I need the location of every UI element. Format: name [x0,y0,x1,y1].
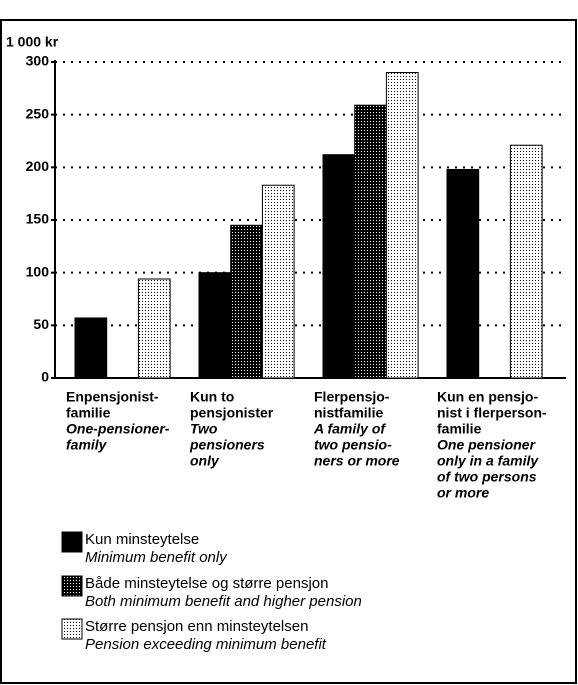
legend-label-en: Pension exceeding minimum benefit [85,636,327,653]
x-tick-label-en: One-pensioner- [66,421,170,437]
y-tick-label: 300 [26,53,50,69]
y-tick-label: 50 [33,316,49,332]
x-tick-label-en: Two [190,421,218,437]
x-tick-label: familie [437,421,482,437]
bar [74,317,108,379]
x-tick-label: Enpensjonist- [66,389,159,405]
bar [509,144,543,379]
x-tick-label-en: A family of [313,421,386,437]
y-tick-label: 200 [26,158,50,174]
x-tick-label-en: only in a family [437,453,539,469]
x-tick-label-en: two pensio- [314,437,392,453]
x-tick-label-en: ners or more [314,453,400,469]
x-tick-label: Kun en pensjo- [437,389,538,405]
y-axis-label: 1 000 kr [6,34,59,50]
legend-label: Større pensjon enn minsteytelsen [85,618,308,635]
bar [446,168,480,379]
bar [354,104,387,379]
bar [261,184,295,379]
x-tick-label-en: of two persons [437,469,537,485]
legend-label: Kun minsteytelse [85,531,199,548]
x-tick-label: nist i flerperson- [437,405,547,421]
y-tick-label: 0 [41,369,49,385]
x-tick-label-en: pensioners [189,437,265,453]
x-tick-label: Flerpensjo- [314,389,390,405]
frame [0,19,577,684]
legend-swatch [61,618,83,640]
x-tick-label-en: family [66,437,108,453]
y-tick-label: 150 [26,211,50,227]
legend-swatch [61,531,83,553]
x-tick-label: nistfamilie [314,405,383,421]
bar [137,278,171,379]
bar [198,272,232,379]
y-tick-label: 100 [26,263,50,279]
legend-label-en: Minimum benefit only [85,549,228,566]
bar [385,72,419,379]
x-tick-label: Kun to [190,389,234,405]
legend-swatch [61,575,83,597]
x-tick-label: familie [66,405,111,421]
x-tick-label-en: only [190,453,220,469]
x-tick-label: pensjonister [190,405,274,421]
legend-label-en: Both minimum benefit and higher pension [85,593,362,610]
x-tick-label-en: or more [437,485,489,501]
x-tick-label-en: One pensioner [437,437,537,453]
y-tick-label: 250 [26,105,50,121]
legend-label: Både minsteytelse og større pensjon [85,575,328,592]
bar [230,224,263,379]
bar [322,154,356,379]
